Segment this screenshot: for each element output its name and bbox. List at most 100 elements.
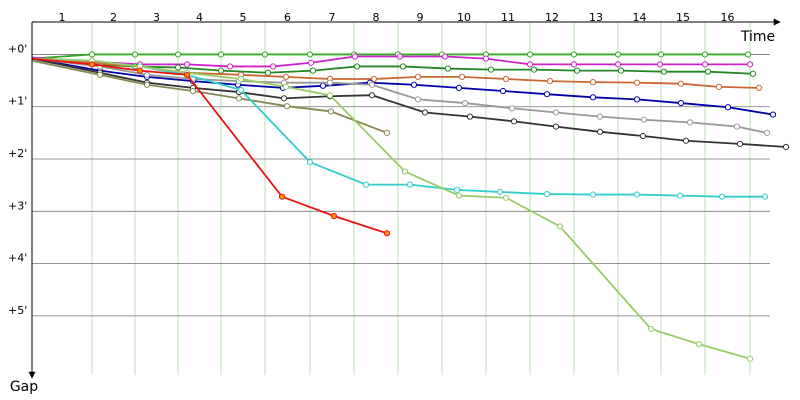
data-point [136, 67, 144, 74]
data-point [657, 51, 665, 58]
data-point [143, 71, 151, 78]
data-point [589, 94, 597, 101]
data-point [362, 181, 370, 188]
data-point [383, 230, 391, 237]
x-tick-label: 13 [589, 11, 603, 24]
x-tick-label: 2 [110, 11, 117, 24]
x-tick-label: 10 [457, 11, 471, 24]
y-tick-label: +1' [8, 95, 27, 108]
data-point [226, 63, 234, 70]
data-point [614, 61, 622, 68]
y-tick-label: +0' [8, 42, 27, 55]
data-point [502, 194, 510, 201]
data-point [131, 51, 139, 58]
data-point [461, 99, 469, 107]
data-point [410, 81, 418, 88]
x-tick-label: 12 [545, 11, 559, 24]
data-point [444, 65, 452, 72]
x-tick-label: 15 [676, 11, 690, 24]
data-point [647, 325, 655, 333]
y-tick-label: +5' [8, 304, 27, 317]
data-point [633, 79, 641, 86]
data-point [526, 61, 534, 68]
y-tick-label: +4' [8, 252, 27, 265]
data-point [763, 129, 771, 136]
data-point [406, 181, 414, 188]
data-point [327, 108, 335, 115]
x-tick-label: 9 [417, 11, 424, 24]
x-tick-label: 8 [373, 11, 380, 24]
data-point [701, 61, 709, 68]
data-point [676, 192, 684, 199]
series-line [31, 59, 388, 134]
data-point [701, 51, 709, 58]
data-point [704, 68, 712, 75]
x-tick-label: 16 [721, 11, 735, 24]
data-point [174, 51, 182, 58]
data-point [570, 51, 578, 58]
data-point [183, 71, 191, 78]
data-point [686, 119, 694, 126]
data-point [552, 123, 560, 130]
data-point [319, 82, 327, 89]
data-point [633, 96, 641, 103]
data-point [351, 53, 359, 60]
data-point [695, 341, 703, 348]
data-point [682, 137, 690, 144]
data-point [401, 168, 409, 175]
data-point [633, 191, 641, 198]
data-point [718, 193, 726, 200]
data-point [660, 68, 668, 75]
data-point [573, 67, 581, 74]
data-point [217, 51, 225, 58]
data-point [174, 64, 182, 71]
data-point [283, 103, 291, 110]
data-point [458, 73, 466, 81]
data-point [282, 73, 290, 81]
data-point [306, 51, 314, 58]
data-point [749, 70, 757, 77]
data-point [237, 86, 245, 94]
data-point [570, 61, 578, 68]
data-point [487, 66, 495, 73]
x-tick-label: 5 [240, 11, 247, 24]
x-axis-title: Time [740, 29, 775, 45]
data-point [307, 59, 315, 66]
data-point [596, 128, 604, 135]
data-point [530, 66, 538, 73]
data-point [736, 140, 744, 147]
data-point [526, 51, 534, 58]
data-point [330, 212, 338, 220]
data-point [677, 80, 685, 87]
data-point [370, 75, 378, 83]
data-point [656, 61, 664, 68]
data-point [309, 67, 317, 74]
data-point [724, 104, 732, 111]
data-point [769, 111, 777, 118]
data-point [264, 69, 272, 76]
x-tick-label: 14 [633, 11, 647, 24]
data-point [466, 113, 474, 120]
data-point [543, 190, 551, 198]
data-point [88, 61, 96, 68]
x-tick-label: 7 [329, 11, 336, 24]
data-point [399, 63, 407, 70]
data-point [441, 53, 449, 60]
data-point [183, 61, 191, 68]
data-point [639, 132, 647, 140]
data-point [589, 191, 597, 198]
plot-area [31, 51, 790, 362]
data-point [280, 95, 288, 102]
series-line [31, 57, 765, 198]
data-point [261, 51, 269, 58]
data-point [368, 81, 376, 88]
data-point [421, 109, 429, 116]
data-point [746, 355, 754, 362]
x-tick-label: 11 [501, 11, 515, 24]
data-point [496, 188, 504, 196]
data-point [508, 105, 516, 112]
data-point [782, 143, 790, 151]
data-point [640, 116, 648, 123]
data-point [746, 61, 754, 68]
